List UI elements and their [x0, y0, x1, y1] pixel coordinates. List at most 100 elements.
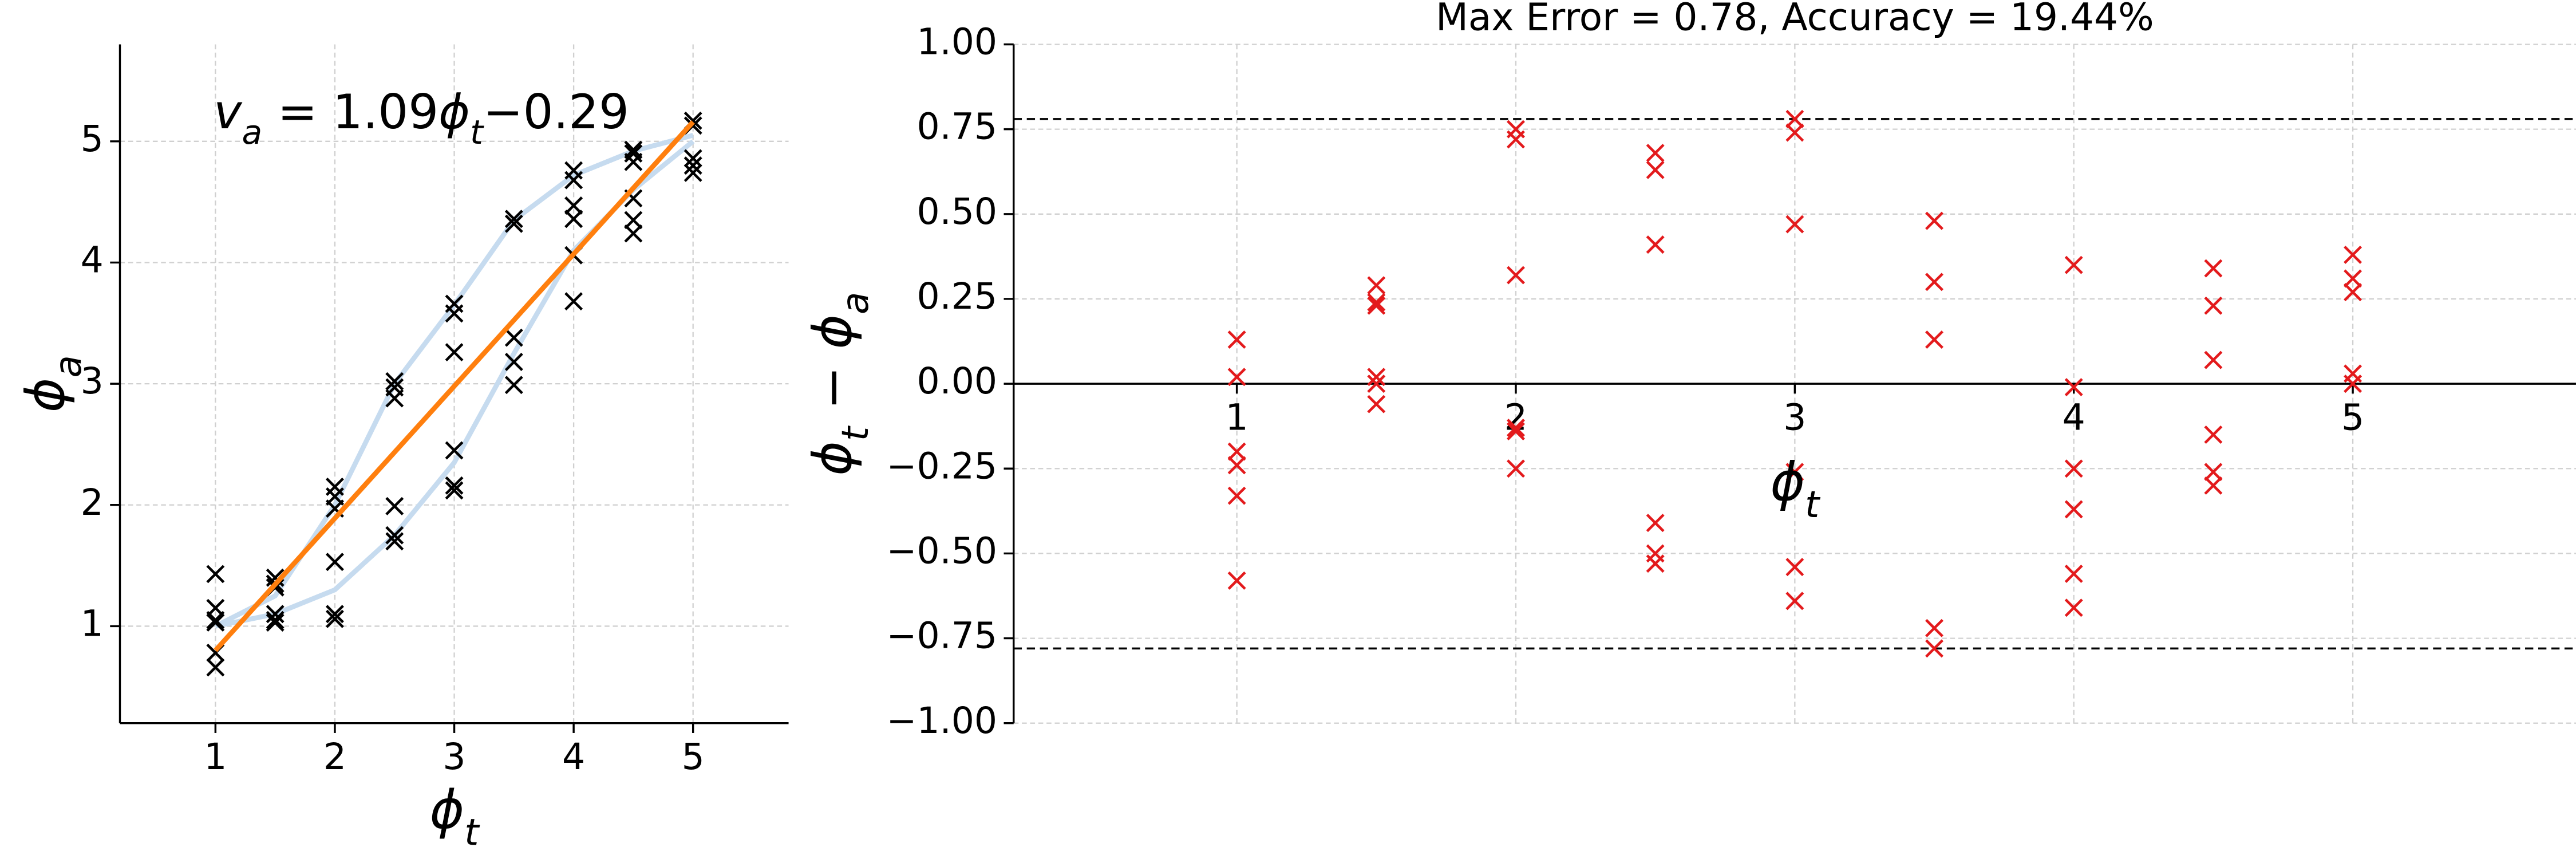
- marker: [2204, 425, 2223, 444]
- label-part: ϕ: [1770, 451, 1805, 513]
- marker: [1367, 296, 1386, 315]
- marker: [266, 613, 285, 632]
- marker: [1507, 130, 1525, 149]
- marker: [385, 389, 404, 408]
- x-axis-label: ϕt: [430, 779, 481, 854]
- annotation: va = 1.09ϕt−0.29: [214, 84, 629, 152]
- label-part: −0.29: [483, 84, 629, 140]
- marker: [445, 481, 464, 500]
- y-tick-label: 1: [81, 602, 104, 645]
- marker: [385, 526, 404, 545]
- marker: [1507, 422, 1525, 441]
- marker: [1367, 375, 1386, 393]
- marker: [1227, 571, 1246, 590]
- marker: [2204, 476, 2223, 495]
- marker: [2064, 255, 2083, 274]
- marker: [624, 144, 643, 163]
- marker: [624, 211, 643, 230]
- marker: [2064, 500, 2083, 519]
- marker: [1227, 486, 1246, 505]
- marker: [1227, 442, 1246, 461]
- marker: [624, 152, 643, 171]
- y-tick-label: 2: [81, 481, 104, 523]
- marker: [2204, 463, 2223, 482]
- marker: [683, 163, 702, 182]
- y-tick-label: 4: [81, 239, 104, 281]
- marker: [2204, 350, 2223, 369]
- marker: [564, 210, 583, 228]
- label-part: a: [242, 113, 263, 152]
- y-tick-label: 0.75: [916, 105, 997, 148]
- marker: [1785, 123, 1804, 142]
- marker: [2204, 296, 2223, 315]
- marker: [2064, 378, 2083, 397]
- x-tick-label: 1: [204, 735, 227, 778]
- marker: [1646, 235, 1665, 254]
- label-part: ϕ: [15, 378, 77, 413]
- y-tick-label: 0.25: [916, 275, 997, 317]
- marker: [1367, 368, 1386, 387]
- label-part: ϕ: [430, 779, 465, 841]
- x-tick-label: 3: [1783, 396, 1806, 438]
- x-axis-label: ϕt: [1770, 451, 1821, 526]
- marker: [445, 476, 464, 495]
- label-part: = 1.09: [262, 84, 438, 140]
- label-part: t: [464, 811, 480, 854]
- marker: [2344, 375, 2362, 393]
- marker: [1507, 419, 1525, 438]
- y-tick-label: −0.75: [887, 614, 997, 657]
- y-tick-label: 0.50: [916, 190, 997, 233]
- marker: [1925, 330, 1944, 349]
- marker: [1925, 273, 1944, 291]
- label-part: t: [834, 425, 877, 441]
- marker: [2064, 565, 2083, 583]
- chart-title: Max Error = 0.78, Accuracy = 19.44%: [1436, 0, 2154, 40]
- y-axis-label: ϕa: [15, 355, 90, 412]
- marker: [445, 441, 464, 460]
- marker: [206, 565, 225, 584]
- marker: [1785, 558, 1804, 577]
- marker: [385, 372, 404, 391]
- x-tick-label: 4: [562, 735, 585, 778]
- x-tick-label: 1: [1226, 396, 1249, 438]
- y-tick-label: −0.50: [887, 530, 997, 572]
- y-tick-label: 5: [81, 117, 104, 160]
- marker: [2064, 598, 2083, 617]
- marker: [1925, 211, 1944, 230]
- marker: [445, 304, 464, 323]
- marker: [1367, 293, 1386, 312]
- marker: [1367, 395, 1386, 413]
- marker: [2344, 269, 2362, 288]
- marker: [504, 214, 523, 233]
- marker: [1227, 456, 1246, 475]
- marker: [325, 609, 344, 628]
- marker: [564, 196, 583, 215]
- marker: [1785, 592, 1804, 610]
- marker: [2204, 259, 2223, 278]
- label-part: ϕ: [802, 314, 863, 349]
- marker: [504, 210, 523, 228]
- marker: [1785, 463, 1804, 482]
- label-part: ϕ: [802, 441, 863, 476]
- marker: [564, 171, 583, 190]
- y-axis-label: ϕt − ϕa: [802, 292, 877, 476]
- label-part: a: [47, 355, 90, 377]
- y-tick-label: 1.00: [916, 21, 997, 63]
- label-part: t: [470, 113, 484, 152]
- marker: [1646, 554, 1665, 573]
- marker: [1925, 639, 1944, 658]
- marker: [1507, 459, 1525, 478]
- line: [214, 120, 695, 652]
- marker: [683, 156, 702, 175]
- marker: [1646, 514, 1665, 533]
- x-tick-label: 5: [682, 735, 705, 778]
- y-tick-label: −1.00: [887, 699, 997, 742]
- label-part: v: [214, 84, 243, 140]
- marker: [1507, 266, 1525, 285]
- marker: [1925, 618, 1944, 637]
- marker: [1227, 368, 1246, 387]
- marker: [564, 292, 583, 311]
- y-tick-label: −0.25: [887, 444, 997, 487]
